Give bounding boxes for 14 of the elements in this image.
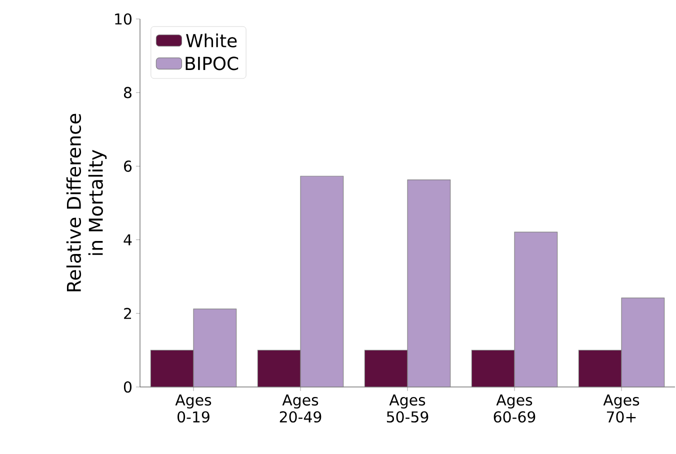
- legend-label: BIPOC: [186, 56, 238, 70]
- x-tick-label: Ages 60-69: [494, 394, 536, 423]
- x-tick-label: Ages 50-59: [386, 394, 428, 423]
- y-tick-label: 0: [124, 381, 132, 393]
- y-tick-label: 10: [115, 13, 132, 25]
- x-tick-label: Ages 0-19: [175, 394, 212, 423]
- x-tick-label: Ages 70+: [603, 394, 640, 423]
- y-tick-label: 4: [124, 234, 132, 246]
- y-tick-label: 8: [124, 86, 132, 98]
- y-tick-label: 2: [124, 308, 131, 319]
- y-tick-label: 6: [124, 160, 132, 172]
- x-tick-label: Ages 20-49: [280, 394, 322, 423]
- y-axis-title: Relative Difference in Mortality: [66, 114, 107, 292]
- legend-label: White: [186, 34, 237, 48]
